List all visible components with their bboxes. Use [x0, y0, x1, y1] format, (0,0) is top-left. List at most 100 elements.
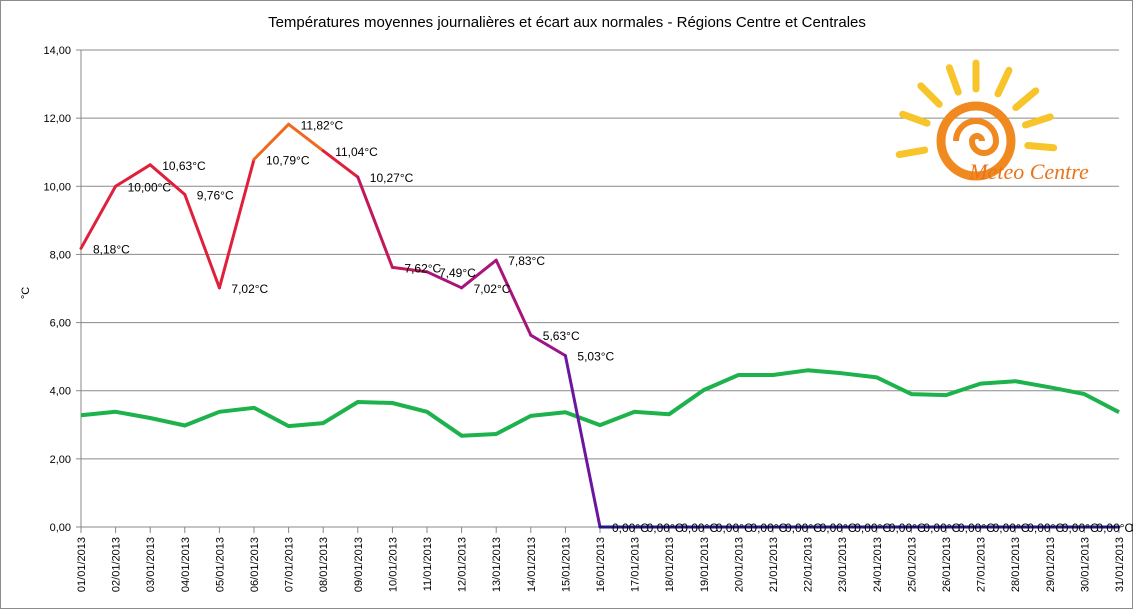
data-label: 0,00°C [1062, 521, 1099, 535]
sun-ray [895, 146, 929, 159]
series-segment-temperature [494, 258, 533, 337]
data-label: 0,00°C [750, 521, 787, 535]
y-tick-label: 6,00 [50, 318, 71, 330]
data-label: 7,02°C [474, 282, 511, 296]
data-label: 0,00°C [1096, 521, 1133, 535]
series-segment-temperature [114, 163, 152, 188]
y-axis-label: °C [20, 287, 32, 299]
data-label: 0,00°C [889, 521, 926, 535]
y-tick-label: 2,00 [50, 454, 71, 466]
data-label: 0,00°C [993, 521, 1030, 535]
data-label: 11,82°C [301, 118, 344, 132]
sun-spiral-icon [953, 118, 1000, 156]
x-tick-label: 21/01/2013 [768, 537, 780, 592]
data-label: 0,00°C [1131, 521, 1133, 535]
data-label: 5,03°C [577, 350, 614, 364]
data-label: 7,49°C [439, 266, 476, 280]
sun-disc-icon [936, 101, 1016, 181]
series-segment-temperature [148, 163, 187, 196]
data-label: 0,00°C [1027, 521, 1064, 535]
x-tick-label: 13/01/2013 [491, 537, 503, 592]
data-label: 0,00°C [820, 521, 857, 535]
data-label: 0,00°C [681, 521, 718, 535]
data-label: 0,00°C [958, 521, 995, 535]
x-tick-label: 12/01/2013 [457, 537, 469, 592]
series-segment-temperature [321, 149, 360, 179]
data-label: 0,00°C [647, 521, 684, 535]
x-tick-label: 18/01/2013 [664, 537, 676, 592]
x-tick-label: 17/01/2013 [630, 537, 642, 592]
sun-ray [917, 82, 943, 108]
x-tick-label: 09/01/2013 [353, 537, 365, 592]
data-label: 0,00°C [923, 521, 960, 535]
series-segment-temperature [217, 157, 256, 290]
series-segment-temperature [529, 333, 567, 358]
sun-ray [1024, 142, 1058, 152]
data-label: 0,00°C [785, 521, 822, 535]
data-label: 5,63°C [543, 329, 580, 343]
x-tick-label: 23/01/2013 [837, 537, 849, 592]
series-segment-temperature [425, 270, 464, 290]
x-tick-label: 11/01/2013 [422, 537, 434, 591]
y-tick-label: 12,00 [43, 113, 71, 125]
sun-ray [945, 64, 962, 96]
data-label: 0,00°C [716, 521, 753, 535]
x-tick-label: 07/01/2013 [284, 537, 296, 592]
data-label: 11,04°C [335, 145, 378, 159]
x-tick-label: 19/01/2013 [699, 537, 711, 592]
x-tick-label: 31/01/2013 [1114, 537, 1126, 592]
series-segment-temperature [79, 184, 118, 250]
sun-ray [1012, 87, 1040, 112]
chart-title: Températures moyennes journalières et éc… [268, 14, 866, 31]
x-tick-label: 25/01/2013 [906, 537, 918, 592]
x-tick-label: 04/01/2013 [180, 537, 192, 592]
y-tick-label: 0,00 [50, 522, 71, 534]
x-tick-label: 05/01/2013 [214, 537, 226, 592]
series-segment-temperature [390, 265, 429, 274]
series-segment-temperature [183, 192, 221, 290]
data-label: 10,63°C [162, 159, 206, 173]
x-tick-label: 06/01/2013 [249, 537, 261, 592]
data-label: 7,02°C [231, 282, 268, 296]
sun-ray [994, 66, 1013, 98]
series-line-normales [80, 368, 1120, 438]
x-tick-label: 14/01/2013 [526, 537, 538, 592]
x-tick-label: 29/01/2013 [1045, 537, 1057, 592]
x-tick-label: 16/01/2013 [595, 537, 607, 592]
y-tick-label: 10,00 [43, 181, 71, 193]
x-tick-label: 15/01/2013 [560, 537, 572, 592]
data-label: 10,00°C [128, 180, 172, 194]
data-label: 0,00°C [612, 521, 649, 535]
series-segment-temperature [252, 122, 291, 161]
x-tick-label: 26/01/2013 [941, 537, 953, 592]
x-tick-label: 20/01/2013 [733, 537, 745, 592]
x-tick-label: 08/01/2013 [318, 537, 330, 592]
data-labels: 8,18°C 10,00°C 10,63°C 9,76°C 7,02°C 10,79°C 1… [93, 118, 1133, 535]
y-tick-label: 14,00 [43, 45, 71, 57]
series-lines [79, 122, 1121, 529]
series-segment-temperature [356, 175, 394, 269]
sun-ray [1021, 113, 1054, 129]
x-tick-label: 02/01/2013 [111, 537, 123, 592]
data-label: 9,76°C [197, 188, 234, 202]
x-tick-label: 22/01/2013 [803, 537, 815, 592]
x-tick-label: 03/01/2013 [145, 537, 157, 592]
y-tick-labels: 0,00 2,00 4,00 6,00 8,00 10,00 12,00 14,00 [43, 45, 71, 534]
x-tick-label: 28/01/2013 [1010, 537, 1022, 592]
meteo-centre-logo: Meteo Centre [895, 59, 1089, 184]
series-segment-temperature [563, 354, 602, 529]
sun-ray [899, 110, 931, 127]
x-tick-labels: 01/01/2013 02/01/2013 03/01/2013 04/01/2013… [76, 527, 1126, 592]
x-tick-label: 01/01/2013 [76, 537, 88, 592]
data-label: 7,83°C [508, 254, 545, 268]
data-label: 0,00°C [854, 521, 891, 535]
y-tick-label: 4,00 [50, 386, 71, 398]
sun-rays-icon [895, 59, 1058, 159]
data-label: 7,62°C [404, 261, 441, 275]
series-segment-temperature [460, 258, 498, 290]
data-label: 10,79°C [266, 153, 310, 167]
x-tick-label: 27/01/2013 [976, 537, 988, 592]
logo-text: Meteo Centre [968, 159, 1089, 184]
